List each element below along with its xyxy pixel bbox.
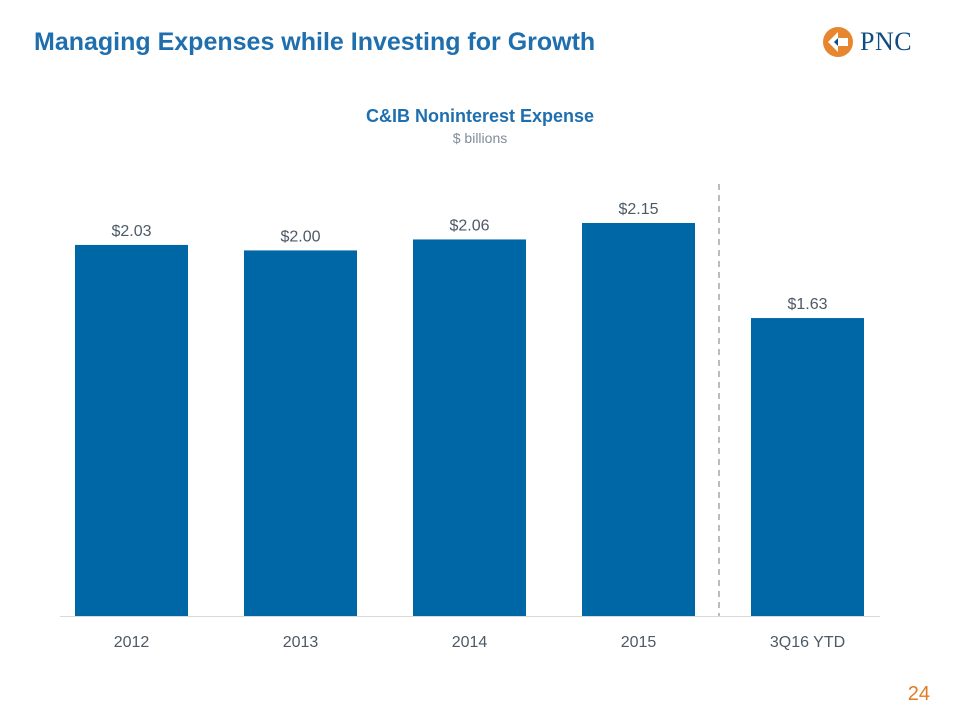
pnc-logo-text: PNC [860, 27, 913, 56]
bar-2015 [582, 223, 695, 616]
chart-title: C&IB Noninterest Expense [365, 106, 595, 126]
bar-2014 [413, 239, 526, 616]
x-tick-label: 3Q16 YTD [770, 634, 845, 651]
page-number: 24 [907, 683, 930, 705]
pnc-logo-icon [823, 27, 853, 57]
slide-title: Managing Expenses while Investing for Gr… [34, 28, 596, 56]
data-label: $2.06 [449, 217, 489, 234]
bar-3q16-ytd [751, 318, 864, 616]
x-tick-label: 2013 [283, 634, 319, 651]
pnc-logo: PNC [822, 26, 912, 58]
data-label: $1.63 [787, 296, 827, 313]
bar-2013 [244, 250, 357, 616]
bar-2012 [75, 244, 188, 617]
x-tick-label: 2012 [114, 634, 150, 651]
x-tick-label: 2014 [452, 634, 488, 651]
data-label: $2.00 [280, 228, 320, 245]
x-tick-label: 2015 [621, 634, 657, 651]
data-label: $2.15 [618, 201, 658, 218]
chart-subtitle: $ billions [452, 130, 508, 146]
data-label: $2.03 [111, 223, 151, 240]
